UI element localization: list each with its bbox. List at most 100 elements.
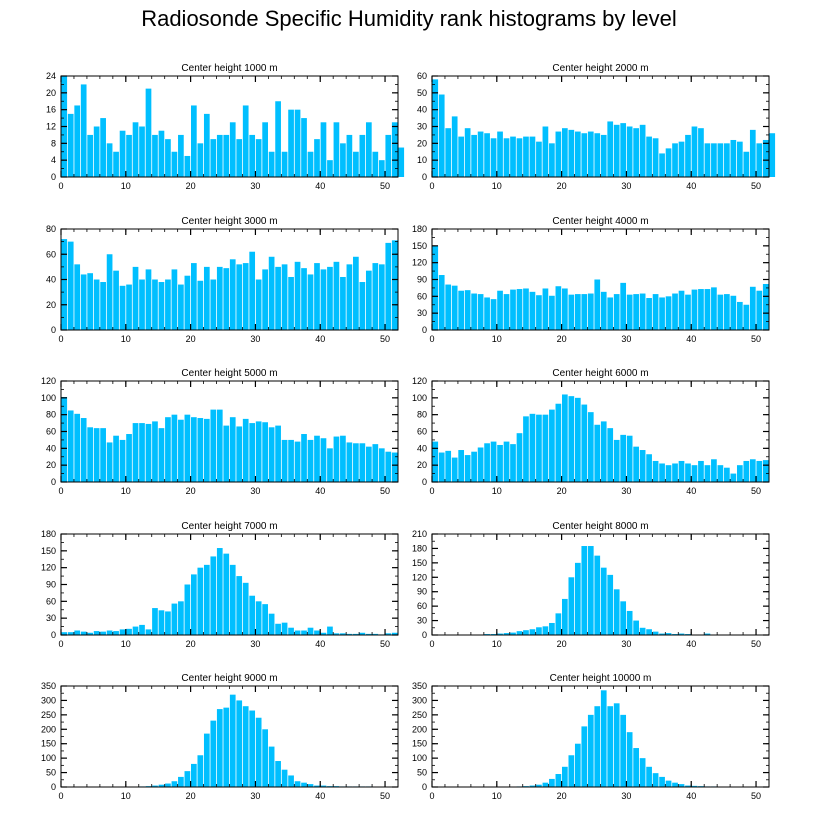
histogram-bar bbox=[80, 84, 87, 177]
histogram-bar bbox=[197, 755, 204, 787]
histogram-bar bbox=[288, 109, 294, 177]
histogram-bar bbox=[613, 294, 620, 330]
y-tick-label: 16 bbox=[46, 105, 56, 115]
y-tick-label: 350 bbox=[412, 681, 427, 691]
x-tick-label: 40 bbox=[686, 791, 696, 801]
histogram-bar bbox=[438, 452, 445, 482]
histogram-bar bbox=[113, 151, 119, 177]
histogram-bar bbox=[80, 274, 87, 330]
histogram-bar bbox=[432, 245, 439, 330]
histogram-bar bbox=[620, 282, 627, 330]
histogram-bar bbox=[301, 118, 307, 177]
histogram-bar bbox=[333, 261, 340, 330]
histogram-bar bbox=[678, 784, 685, 787]
x-tick-label: 30 bbox=[250, 639, 260, 649]
histogram-bar bbox=[61, 396, 68, 482]
histogram-bar bbox=[372, 444, 379, 483]
y-tick-label: 0 bbox=[422, 172, 427, 182]
histogram-bar bbox=[730, 473, 737, 482]
histogram-bar bbox=[307, 274, 314, 330]
y-tick-label: 300 bbox=[412, 695, 427, 705]
histogram-bar bbox=[74, 630, 81, 635]
histogram-bar bbox=[288, 276, 294, 330]
histogram-bar bbox=[600, 567, 607, 635]
histogram-bar bbox=[320, 785, 327, 787]
histogram-bar bbox=[704, 143, 711, 177]
histogram-bar bbox=[152, 421, 158, 482]
y-tick-label: 20 bbox=[46, 300, 56, 310]
histogram-bar bbox=[633, 620, 639, 635]
histogram-bar bbox=[484, 133, 490, 177]
y-tick-label: 60 bbox=[46, 249, 56, 259]
y-tick-label: 250 bbox=[412, 710, 427, 720]
y-tick-label: 20 bbox=[417, 138, 427, 148]
histogram-bar bbox=[301, 434, 307, 482]
histogram-bar bbox=[574, 397, 581, 482]
y-tick-label: 0 bbox=[51, 172, 56, 182]
histogram-bar bbox=[633, 748, 639, 787]
histogram-bar bbox=[594, 279, 601, 330]
y-tick-label: 250 bbox=[41, 710, 56, 720]
histogram-bar bbox=[762, 460, 769, 482]
panel-title: Center height 2000 m bbox=[552, 63, 648, 74]
histogram-bar bbox=[542, 288, 549, 330]
histogram-bar bbox=[458, 290, 465, 330]
histogram-bar bbox=[126, 134, 132, 177]
histogram-bar bbox=[210, 556, 217, 635]
histogram-bar bbox=[646, 298, 652, 330]
histogram-bar bbox=[359, 282, 366, 330]
y-tick-label: 80 bbox=[417, 410, 427, 420]
x-tick-label: 40 bbox=[686, 486, 696, 496]
histogram-bar bbox=[471, 134, 477, 177]
histogram-bar bbox=[184, 584, 191, 635]
plot-frame bbox=[60, 685, 399, 788]
histogram-bar bbox=[197, 418, 204, 482]
histogram-bar bbox=[458, 450, 465, 482]
histogram-bar bbox=[178, 419, 184, 482]
histogram-bar bbox=[672, 782, 678, 787]
histogram-bar bbox=[340, 143, 346, 177]
histogram-bar bbox=[646, 766, 652, 787]
histogram-bar bbox=[223, 553, 230, 635]
histogram-bar bbox=[210, 139, 217, 178]
histogram-bar bbox=[432, 79, 439, 177]
histogram-bar bbox=[346, 442, 353, 482]
histogram-bar bbox=[93, 279, 100, 330]
histogram-bar bbox=[445, 284, 452, 330]
histogram-bar bbox=[74, 264, 81, 330]
histogram-bar bbox=[711, 143, 717, 177]
histogram-bar bbox=[555, 403, 562, 482]
histogram-bar bbox=[646, 136, 652, 177]
histogram-bar bbox=[724, 467, 730, 482]
histogram-bar bbox=[249, 134, 256, 177]
histogram-bar bbox=[717, 143, 724, 177]
histogram-bar bbox=[67, 410, 74, 482]
histogram-bar bbox=[340, 435, 346, 482]
histogram-bar bbox=[320, 438, 327, 482]
histogram-bar bbox=[639, 124, 646, 177]
y-tick-label: 10 bbox=[417, 155, 427, 165]
x-tick-label: 10 bbox=[121, 791, 131, 801]
histogram-bar bbox=[536, 627, 542, 635]
histogram-bar bbox=[165, 279, 171, 330]
histogram-bar bbox=[510, 136, 516, 177]
histogram-bar bbox=[365, 633, 372, 635]
histogram-bar bbox=[523, 416, 529, 482]
histogram-bar bbox=[372, 633, 379, 635]
histogram-bar bbox=[665, 780, 672, 787]
histogram-bar bbox=[126, 434, 132, 482]
x-tick-label: 0 bbox=[429, 334, 434, 344]
histogram-bar bbox=[87, 273, 94, 330]
y-tick-label: 50 bbox=[417, 768, 427, 778]
histogram-bar bbox=[516, 289, 523, 330]
x-tick-label: 40 bbox=[315, 334, 325, 344]
histogram-bar bbox=[574, 562, 581, 635]
x-tick-label: 30 bbox=[250, 334, 260, 344]
x-tick-label: 10 bbox=[492, 486, 502, 496]
histogram-bar bbox=[242, 263, 249, 330]
x-tick-label: 50 bbox=[380, 334, 390, 344]
histogram-bar bbox=[652, 460, 659, 482]
x-tick-label: 0 bbox=[429, 486, 434, 496]
panel-title: Center height 9000 m bbox=[181, 673, 277, 684]
